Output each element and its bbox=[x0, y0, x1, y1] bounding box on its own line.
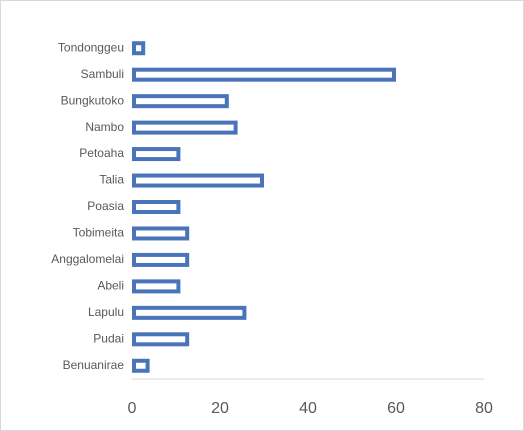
x-tick-label: 40 bbox=[299, 400, 317, 417]
x-tick-label: 80 bbox=[475, 400, 493, 417]
x-tick-label: 60 bbox=[387, 400, 405, 417]
y-tick-label: Lapulu bbox=[88, 305, 124, 319]
y-tick-label: Petoaha bbox=[79, 146, 124, 160]
bar bbox=[132, 279, 181, 294]
bar bbox=[132, 200, 181, 214]
bar bbox=[132, 252, 190, 267]
bar bbox=[132, 94, 229, 109]
bar bbox=[132, 67, 396, 82]
bar bbox=[132, 41, 146, 56]
y-tick-label: Benuanirae bbox=[63, 358, 125, 372]
x-tick-label: 20 bbox=[211, 400, 229, 417]
y-tick-label: Bungkutoko bbox=[61, 93, 125, 107]
y-tick-label: Talia bbox=[99, 173, 124, 187]
y-tick-label: Pudai bbox=[93, 331, 124, 345]
y-tick-label: Anggalomelai bbox=[51, 252, 124, 266]
bar bbox=[132, 120, 238, 135]
bar bbox=[132, 173, 264, 188]
x-tick-label: 0 bbox=[128, 400, 137, 417]
bar bbox=[132, 147, 181, 162]
y-tick-label: Nambo bbox=[85, 120, 124, 134]
bar bbox=[132, 358, 150, 373]
bar bbox=[132, 332, 190, 347]
y-tick-label: Tobimeita bbox=[73, 226, 125, 240]
y-tick-label: Poasia bbox=[87, 199, 124, 213]
bar bbox=[132, 226, 190, 241]
y-tick-label: Tondonggeu bbox=[58, 40, 124, 54]
y-tick-label: Sambuli bbox=[81, 67, 124, 81]
bar bbox=[132, 305, 247, 320]
y-tick-label: Abeli bbox=[97, 279, 124, 293]
